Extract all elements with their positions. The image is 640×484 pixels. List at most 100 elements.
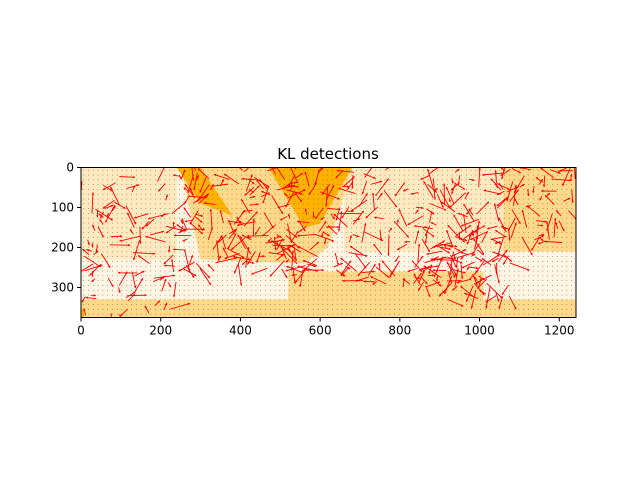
grid-dot-59 <box>88 304 89 305</box>
grid-dot-2839 <box>519 256 520 257</box>
grid-dot-1333 <box>289 170 290 171</box>
grid-dot-125 <box>103 175 104 176</box>
grid-dot-235 <box>117 256 118 257</box>
grid-dot-1964 <box>385 223 386 224</box>
grid-dot-2837 <box>519 247 520 248</box>
grid-dot-1632 <box>332 266 333 267</box>
grid-dot-296 <box>126 252 127 253</box>
grid-dot-2472 <box>461 280 462 281</box>
grid-dot-2554 <box>476 228 477 229</box>
grid-dot-518 <box>160 276 161 277</box>
grid-dot-1815 <box>361 252 362 253</box>
grid-dot-868 <box>217 170 218 171</box>
grid-dot-958 <box>227 304 228 305</box>
grid-dot-1080 <box>246 295 247 296</box>
grid-dot-922 <box>222 280 223 281</box>
grid-dot-202 <box>112 247 113 248</box>
grid-dot-1959 <box>385 199 386 200</box>
grid-dot-90 <box>93 304 94 305</box>
grid-dot-678 <box>184 300 185 301</box>
grid-dot-1570 <box>323 266 324 267</box>
grid-dot-1425 <box>299 314 300 315</box>
grid-dot-268 <box>122 266 123 267</box>
grid-dot-2752 <box>504 285 505 286</box>
grid-dot-1747 <box>351 223 352 224</box>
grid-dot-2012 <box>389 304 390 305</box>
grid-dot-646 <box>179 295 180 296</box>
grid-dot-1082 <box>246 304 247 305</box>
grid-dot-2819 <box>514 309 515 310</box>
grid-dot-1528 <box>318 213 319 214</box>
grid-dot-1650 <box>337 204 338 205</box>
grid-dot-770 <box>198 295 199 296</box>
grid-dot-177 <box>107 276 108 277</box>
grid-dot-2350 <box>442 290 443 291</box>
grid-dot-1265 <box>275 290 276 291</box>
grid-dot-2043 <box>394 304 395 305</box>
grid-dot-1201 <box>265 280 266 281</box>
grid-dot-2949 <box>538 189 539 190</box>
grid-dot-3101 <box>562 175 563 176</box>
grid-dot-372 <box>141 170 142 171</box>
grid-dot-853 <box>213 247 214 248</box>
grid-dot-1769 <box>356 180 357 181</box>
grid-dot-1329 <box>284 300 285 301</box>
grid-dot-2659 <box>490 285 491 286</box>
grid-dot-2345 <box>442 266 443 267</box>
grid-dot-1342 <box>289 213 290 214</box>
grid-dot-2127 <box>409 261 410 262</box>
grid-dot-2541 <box>471 314 472 315</box>
grid-dot-1826 <box>361 304 362 305</box>
grid-dot-327 <box>131 252 132 253</box>
grid-dot-1767 <box>356 170 357 171</box>
grid-dot-1883 <box>370 280 371 281</box>
grid-dot-2997 <box>543 271 544 272</box>
grid-dot-784 <box>203 213 204 214</box>
grid-dot-2246 <box>428 237 429 238</box>
grid-dot-1347 <box>289 237 290 238</box>
grid-dot-888 <box>217 266 218 267</box>
grid-dot-1101 <box>251 247 252 248</box>
grid-dot-198 <box>112 228 113 229</box>
grid-dot-2067 <box>399 271 400 272</box>
grid-dot-1965 <box>385 228 386 229</box>
grid-dot-2850 <box>519 309 520 310</box>
grid-dot-1831 <box>366 180 367 181</box>
grid-dot-2842 <box>519 271 520 272</box>
grid-dot-2951 <box>538 199 539 200</box>
grid-dot-1984 <box>389 170 390 171</box>
grid-dot-1481 <box>308 285 309 286</box>
grid-dot-1180 <box>265 180 266 181</box>
grid-dot-862 <box>213 290 214 291</box>
grid-dot-227 <box>117 218 118 219</box>
grid-dot-669 <box>184 256 185 257</box>
grid-dot-2337 <box>442 228 443 229</box>
grid-dot-1740 <box>351 189 352 190</box>
grid-dot-2766 <box>509 204 510 205</box>
grid-dot-1427 <box>303 175 304 176</box>
grid-dot-2185 <box>418 242 419 243</box>
grid-dot-2860 <box>523 208 524 209</box>
grid-dot-873 <box>217 194 218 195</box>
grid-dot-486 <box>155 271 156 272</box>
grid-dot-1929 <box>380 204 381 205</box>
grid-dot-2125 <box>409 252 410 253</box>
grid-dot-196 <box>112 218 113 219</box>
grid-dot-2049 <box>399 184 400 185</box>
grid-dot-1225 <box>270 247 271 248</box>
grid-dot-3016 <box>547 213 548 214</box>
grid-dot-337 <box>131 300 132 301</box>
grid-dot-494 <box>155 309 156 310</box>
grid-dot-112 <box>98 261 99 262</box>
grid-dot-2347 <box>442 276 443 277</box>
grid-dot-2705 <box>499 208 500 209</box>
grid-dot-2671 <box>495 194 496 195</box>
grid-dot-3069 <box>557 170 558 171</box>
grid-dot-1801 <box>361 184 362 185</box>
grid-dot-2358 <box>447 180 448 181</box>
grid-dot-645 <box>179 290 180 291</box>
grid-dot-1250 <box>275 218 276 219</box>
grid-dot-1030 <box>241 204 242 205</box>
grid-dot-261 <box>122 232 123 233</box>
grid-dot-318 <box>131 208 132 209</box>
